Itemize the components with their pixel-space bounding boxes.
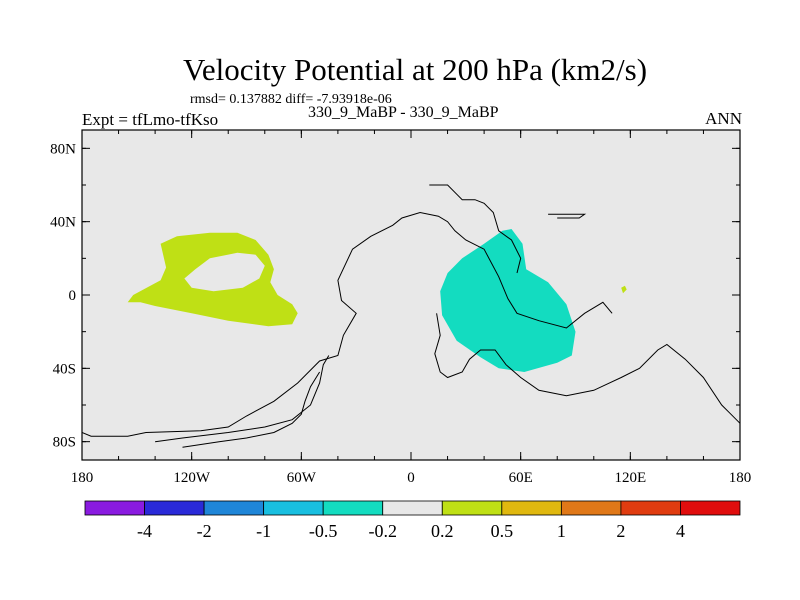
colorbar-label-5: -0.2 — [368, 521, 397, 541]
x-tick-label-6: 120E — [614, 470, 646, 486]
y-tick-label-1: 80N — [50, 141, 76, 157]
y-tick-label-3: 0 — [69, 288, 77, 304]
experiment-label: Expt = tfLmo-tfKso — [82, 110, 219, 129]
colorbar-swatch-4 — [263, 500, 324, 516]
colorbar-label-1: -4 — [137, 521, 152, 541]
colorbar-label-8: 1 — [557, 521, 566, 541]
x-tick-label-4: 0 — [407, 470, 415, 486]
anomaly-region-3 — [440, 229, 576, 372]
chart-title: Velocity Potential at 200 hPa (km2/s) — [182, 52, 648, 87]
colorbar-swatch-5 — [322, 500, 384, 516]
stats-text: rmsd= 0.137882 diff= -7.93918e-06 — [190, 92, 392, 107]
colorbar-label-6: 0.2 — [431, 521, 454, 541]
colorbar-swatch-11 — [680, 500, 741, 516]
colorbar-label-3: -1 — [256, 521, 271, 541]
colorbar-swatch-2 — [144, 500, 205, 516]
colorbar-label-9: 2 — [616, 521, 625, 541]
anomaly-region-1 — [127, 232, 298, 327]
coastline-2 — [155, 355, 330, 443]
x-tick-label-3: 60W — [287, 470, 317, 486]
colorbar: -4 -2 -1 -0.5 -0.2 0.2 0.5 1 2 4 — [84, 500, 741, 541]
season-label: ANN — [705, 109, 742, 128]
x-tick-label-5: 60E — [509, 470, 533, 486]
colorbar-label-10: 4 — [676, 521, 685, 541]
colorbar-swatch-6 — [382, 500, 443, 516]
coastlines — [82, 184, 740, 448]
x-tick-label-7: 180 — [729, 470, 752, 486]
y-tick-label-2: 40N — [50, 215, 76, 231]
coastline-6 — [434, 313, 740, 424]
x-tick-label-2: 120W — [173, 470, 211, 486]
colorbar-swatch-3 — [203, 500, 265, 516]
case-label: 330_9_MaBP - 330_9_MaBP — [308, 104, 499, 121]
colorbar-swatch-1 — [84, 500, 145, 516]
colorbar-label-2: -2 — [197, 521, 212, 541]
colorbar-label-4: -0.5 — [309, 521, 338, 541]
colorbar-swatch-10 — [620, 500, 681, 516]
colorbar-swatch-9 — [560, 500, 622, 516]
coastline-1 — [82, 211, 613, 437]
anomaly-regions — [127, 229, 627, 372]
y-tick-label-5: 80S — [53, 435, 76, 451]
x-tick-label-1: 180 — [71, 470, 94, 486]
coastline-3 — [182, 371, 321, 448]
anomaly-region-2 — [621, 285, 627, 294]
colorbar-label-7: 0.5 — [491, 521, 514, 541]
coastline-5 — [548, 213, 587, 219]
colorbar-swatch-8 — [501, 500, 562, 516]
axis-ticks: 180 120W 60W 0 60E 120E 180 80N 40N 0 40S 80S — [50, 130, 751, 486]
y-tick-label-4: 40S — [53, 361, 76, 377]
coastline-4 — [429, 184, 522, 274]
colorbar-swatch-7 — [441, 500, 503, 516]
